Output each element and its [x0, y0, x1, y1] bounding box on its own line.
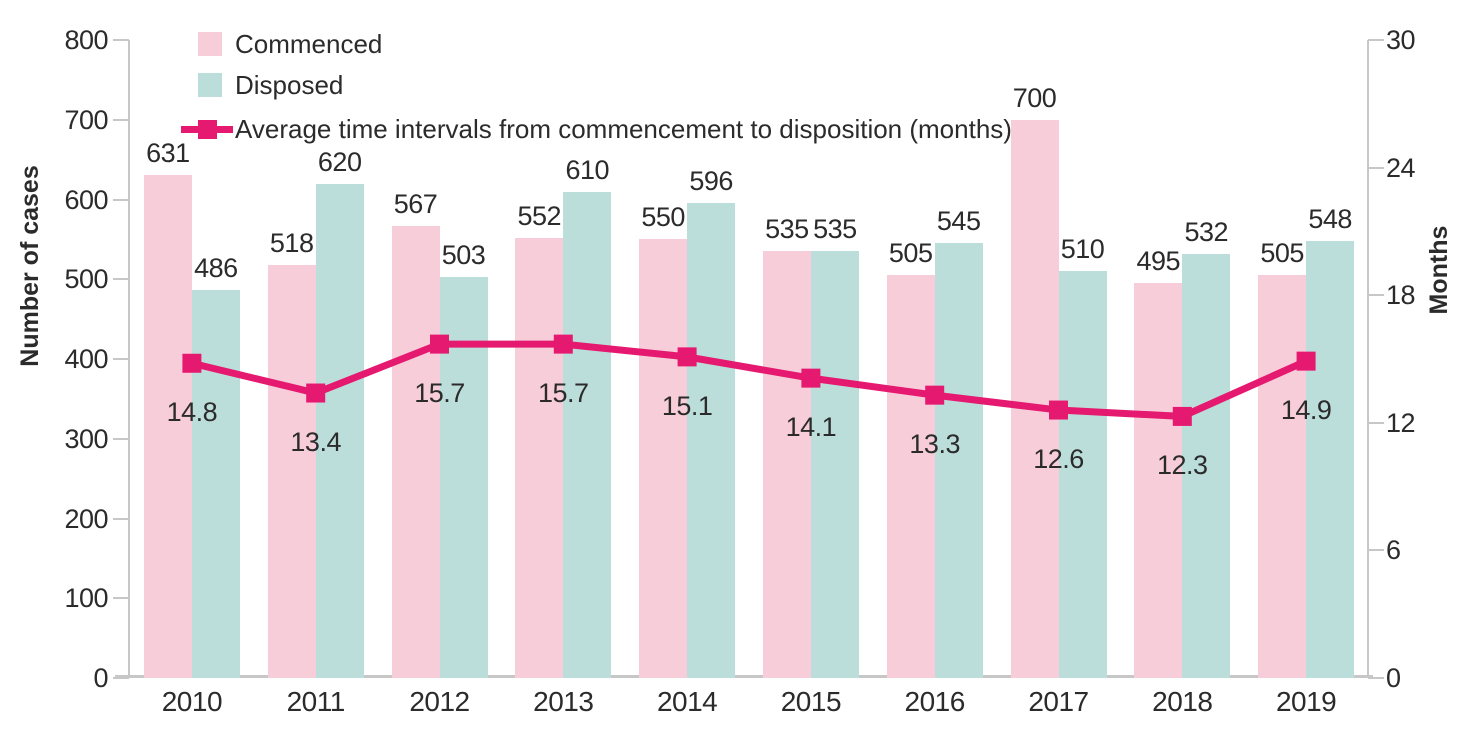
bar-disposed-2014 [687, 202, 736, 678]
left-axis-tick-label: 100 [64, 583, 108, 614]
x-axis-label-2013: 2013 [533, 686, 594, 717]
line-value-label: 12.3 [1157, 450, 1208, 481]
bar-value-label: 631 [146, 137, 190, 168]
left-axis-tick [113, 677, 129, 679]
line-value-label: 12.6 [1033, 444, 1084, 475]
bar-disposed-2017 [1058, 271, 1107, 678]
left-axis-tick-label: 400 [64, 344, 108, 374]
bar-value-label: 505 [888, 238, 933, 269]
bar-value-label: 545 [936, 206, 981, 237]
legend-label-disposed: Disposed [235, 70, 344, 100]
bar-value-label: 486 [194, 253, 238, 284]
right-axis-tick-label: 24 [1386, 152, 1416, 183]
x-axis-label-2017: 2017 [1028, 686, 1089, 717]
line-value-label: 13.4 [290, 427, 341, 458]
left-axis-tick [113, 278, 129, 281]
x-axis-label-2019: 2019 [1275, 686, 1337, 717]
left-axis-tick-label: 500 [64, 264, 108, 295]
x-axis-label-2011: 2011 [286, 686, 346, 717]
x-axis-label-2010: 2010 [161, 686, 223, 717]
left-axis-tick [113, 517, 129, 520]
bar-value-label: 510 [1060, 234, 1105, 265]
bar-disposed-2019 [1306, 240, 1355, 678]
legend-swatch-disposed [198, 73, 222, 97]
right-axis-tick-label: 12 [1386, 407, 1416, 438]
x-axis-label-2016: 2016 [904, 686, 966, 717]
bar-value-label: 518 [269, 227, 314, 258]
bar-value-label: 535 [813, 214, 857, 245]
bar-disposed-2016 [934, 243, 983, 678]
bar-commenced-2012 [391, 225, 440, 678]
bar-commenced-2014 [639, 239, 688, 678]
x-axis-label-2014: 2014 [656, 686, 718, 717]
right-axis-tick-label: 30 [1386, 25, 1416, 55]
bar-value-label: 503 [441, 239, 486, 270]
bar-value-label: 567 [393, 188, 438, 219]
bar-value-label: 620 [317, 146, 362, 177]
bar-commenced-2010 [143, 174, 192, 678]
bar-disposed-2013 [563, 191, 612, 678]
legend-label-average-time-intervals: Average time intervals from commencement… [235, 114, 1012, 144]
right-axis-tick-label: 0 [1386, 663, 1401, 693]
right-axis-tick-label: 18 [1386, 280, 1416, 311]
left-axis-tick-label: 200 [64, 503, 108, 534]
left-axis-tick-label: 700 [64, 104, 108, 135]
bar-disposed-2015 [810, 251, 859, 678]
left-axis-tick [113, 437, 129, 440]
legend-label-commenced: Commenced [235, 29, 383, 59]
legend-swatch-commenced [198, 32, 222, 56]
bar-value-label: 552 [517, 200, 562, 231]
bar-commenced-2015 [762, 251, 811, 678]
left-axis-tick [113, 39, 129, 41]
left-axis-tick-label: 800 [64, 25, 108, 55]
bar-value-label: 700 [1012, 82, 1057, 113]
right-axis-tick [1368, 421, 1384, 424]
bar-value-label: 548 [1308, 203, 1352, 234]
right-axis-tick [1368, 166, 1384, 169]
x-axis-label-2012: 2012 [409, 686, 470, 717]
line-value-label: 13.3 [909, 429, 960, 460]
bar-commenced-2013 [515, 237, 564, 678]
right-axis-tick [1368, 294, 1384, 297]
left-axis-tick-label: 600 [64, 184, 108, 215]
right-axis-tick [1368, 549, 1384, 552]
right-axis-tick-label: 6 [1386, 535, 1401, 566]
bar-value-label: 505 [1260, 238, 1304, 269]
x-axis-line [115, 675, 1373, 678]
bar-disposed-2018 [1182, 253, 1231, 678]
left-axis-tick-label: 0 [93, 663, 108, 693]
left-axis-tick [113, 358, 129, 360]
left-axis-tick-label: 300 [64, 423, 108, 454]
left-axis-tick [113, 597, 129, 600]
x-axis-label-2015: 2015 [780, 686, 842, 717]
bar-commenced-2011 [267, 264, 316, 678]
right-axis-tick [1368, 39, 1384, 41]
right-axis-tick [1368, 677, 1384, 679]
bar-value-label: 550 [641, 202, 685, 233]
x-axis-label-2018: 2018 [1152, 686, 1213, 717]
bar-value-label: 610 [565, 154, 610, 185]
right-axis-line [1367, 40, 1369, 678]
left-axis-tick [113, 198, 129, 201]
left-axis-tick [113, 118, 129, 121]
bar-value-label: 535 [765, 214, 809, 245]
legend-line-marker [198, 120, 217, 139]
bar-value-label: 495 [1136, 246, 1181, 277]
bar-value-label: 532 [1184, 216, 1229, 247]
bar-disposed-2011 [315, 183, 364, 678]
bar-value-label: 596 [689, 165, 733, 196]
left-axis-line [128, 40, 130, 678]
